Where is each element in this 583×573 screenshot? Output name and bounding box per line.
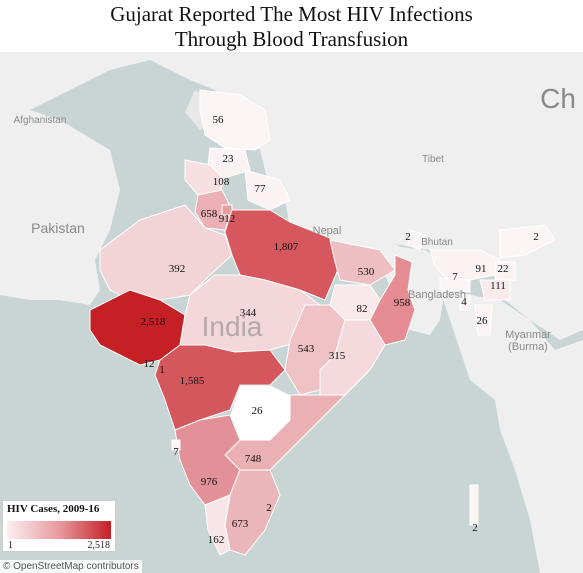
state-himachal-pradesh[interactable] <box>207 147 251 179</box>
title-line-1: Gujarat Reported The Most HIV Infections <box>110 2 473 26</box>
label-myanmar: Myanmar <box>505 329 551 341</box>
state-kerala[interactable] <box>204 494 231 556</box>
state-andaman[interactable] <box>469 484 479 526</box>
state-mizoram[interactable] <box>474 304 493 336</box>
india-states <box>89 89 556 556</box>
value-puducherry: 2 <box>266 502 272 514</box>
value-andaman: 2 <box>472 522 478 534</box>
value-dnh: 1 <box>159 364 165 376</box>
value-labels: 56 23 108 658 912 77 1,807 392 2,518 344… <box>141 114 539 546</box>
value-meghalaya: 7 <box>452 271 458 283</box>
pakistan-land <box>0 100 120 305</box>
state-arunachal-pradesh[interactable] <box>499 224 556 259</box>
value-mizoram: 26 <box>477 315 489 327</box>
map-attribution[interactable]: © OpenStreetMap contributors <box>0 560 142 573</box>
label-afghanistan: Afghanistan <box>14 115 67 126</box>
value-assam: 91 <box>476 263 487 275</box>
state-tripura[interactable] <box>459 294 471 311</box>
label-pakistan: Pakistan <box>31 220 85 236</box>
state-sikkim[interactable] <box>407 229 426 251</box>
choropleth-map[interactable]: Afghanistan Pakistan Tibet Nepal Bhutan … <box>0 52 583 573</box>
state-assam[interactable] <box>429 249 501 281</box>
state-jammu-kashmir[interactable] <box>199 89 271 151</box>
title-line-2: Through Blood Transfusion <box>174 27 409 51</box>
label-india: India <box>202 311 263 342</box>
legend-max: 2,518 <box>87 540 111 551</box>
myanmar-land <box>440 290 583 573</box>
value-karnataka: 976 <box>201 476 218 488</box>
state-rajasthan[interactable] <box>99 204 233 301</box>
value-punjab: 108 <box>213 176 230 188</box>
state-west-bengal[interactable] <box>369 254 416 346</box>
value-maharashtra: 1,585 <box>180 375 205 387</box>
value-sikkim: 2 <box>405 231 411 243</box>
value-daman: 12 <box>144 358 155 370</box>
label-tibet: Tibet <box>422 154 444 165</box>
label-bhutan: Bhutan <box>421 237 453 248</box>
value-haryana: 658 <box>201 208 218 220</box>
value-gujarat: 2,518 <box>141 316 166 328</box>
state-haryana[interactable] <box>194 189 233 231</box>
value-rajasthan: 392 <box>169 263 186 275</box>
value-telangana: 26 <box>252 405 264 417</box>
label-burma: (Burma) <box>508 341 548 353</box>
legend-min: 1 <box>8 540 13 551</box>
state-goa[interactable] <box>171 439 181 451</box>
value-nagaland: 22 <box>498 263 509 275</box>
value-tripura: 4 <box>461 296 467 308</box>
color-legend: HIV Cases, 2009-16 1 2,518 <box>2 500 116 552</box>
value-manipur: 111 <box>490 280 506 292</box>
value-himachal: 23 <box>223 153 235 165</box>
legend-gradient <box>7 521 111 539</box>
value-madhya-pradesh: 344 <box>240 307 257 319</box>
value-west-bengal: 958 <box>394 297 411 309</box>
nepal-land <box>285 198 400 256</box>
value-uttarakhand: 77 <box>255 183 267 195</box>
label-nepal: Nepal <box>313 225 342 237</box>
value-odisha: 315 <box>329 350 346 362</box>
legend-title: HIV Cases, 2009-16 <box>7 503 100 515</box>
label-china: Ch <box>540 83 576 114</box>
state-nagaland[interactable] <box>494 261 516 283</box>
value-jammu-kashmir: 56 <box>213 114 225 126</box>
northern-land <box>0 52 583 340</box>
value-kerala: 162 <box>208 534 225 546</box>
chart-title: Gujarat Reported The Most HIV Infections… <box>0 2 583 52</box>
state-manipur[interactable] <box>479 279 511 301</box>
value-delhi: 912 <box>219 213 236 225</box>
state-meghalaya[interactable] <box>439 277 471 293</box>
value-bihar: 530 <box>358 266 375 278</box>
value-goa: 7 <box>173 446 179 458</box>
value-tamil-nadu: 673 <box>232 518 249 530</box>
value-arunachal: 2 <box>533 231 539 243</box>
value-chhattisgarh: 543 <box>298 343 315 355</box>
state-uttarakhand[interactable] <box>244 169 291 211</box>
label-bangladesh: Bangladesh <box>408 289 466 301</box>
value-uttar-pradesh: 1,807 <box>274 241 299 253</box>
value-jharkhand: 82 <box>357 303 368 315</box>
value-andhra-pradesh: 748 <box>245 453 262 465</box>
